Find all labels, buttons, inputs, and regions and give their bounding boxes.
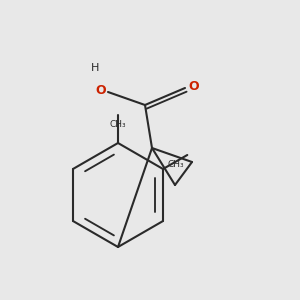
Text: O: O bbox=[188, 80, 199, 92]
Text: CH₃: CH₃ bbox=[110, 120, 126, 129]
Text: O: O bbox=[95, 83, 106, 97]
Text: H: H bbox=[91, 63, 99, 73]
Text: CH₃: CH₃ bbox=[168, 160, 184, 169]
